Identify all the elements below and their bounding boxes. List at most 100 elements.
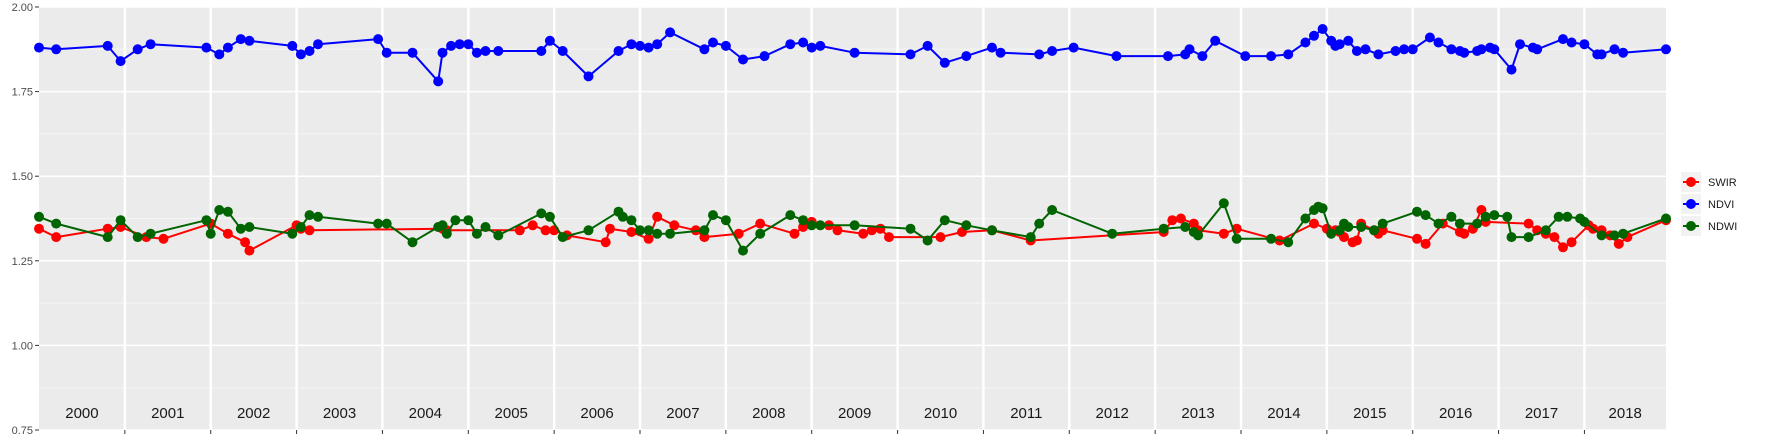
ndvi-point [1489,44,1500,55]
ndvi-point [626,39,637,50]
ndwi-point [471,228,482,239]
ndwi-point [652,228,663,239]
ndwi-point [115,215,126,226]
swir-point [244,245,255,256]
ndwi-point [244,222,255,232]
swir-point [875,223,886,234]
ndwi-point [145,228,156,239]
swir-point [789,228,800,239]
swir-point [1613,238,1624,249]
swir-point [600,237,611,248]
ndwi-point [102,232,113,243]
ndvi-point [1163,51,1173,62]
year-label: 2007 [666,405,699,422]
ndvi-point [407,47,418,58]
ndvi-point [1210,35,1221,46]
ndvi-point [480,46,491,56]
year-dividers [123,7,1586,430]
ndvi-point [1424,32,1435,43]
ndwi-point [635,225,645,236]
ndwi-point [373,218,384,229]
ndwi-point [1472,218,1483,229]
ndwi-point [480,222,491,232]
ndvi-point [1390,46,1401,56]
ndwi-point [1412,206,1422,217]
ndwi-point [1377,218,1388,229]
ndvi-point [1476,44,1487,55]
ndvi-point [446,40,457,51]
ndvi-point [806,42,817,53]
ndvi-point [471,47,482,58]
y-tick-label: 2.00 [12,2,33,14]
ndwi-series [34,198,1671,256]
year-label: 2014 [1267,405,1300,422]
ndvi-point [244,35,255,46]
swir-point [884,232,894,243]
ndwi-point [1562,211,1573,222]
ndvi-point [102,40,113,51]
swir-point [626,227,637,237]
ndwi-point [201,215,212,226]
ndwi-point [785,210,796,221]
ndvi-point [1579,39,1590,50]
ndvi-point [699,44,710,55]
swir-point [1566,237,1577,248]
ndvi-point [583,71,594,82]
swir-point [935,232,946,243]
ndwi-point [1433,218,1444,229]
ndwi-point [1480,211,1491,222]
y-tick-label: 1.00 [12,340,33,352]
legend-label: NDWI [1708,221,1737,233]
ndwi-point [738,245,748,256]
ndwi-point [583,225,594,236]
legend-key-point [1686,199,1696,209]
year-label: 2006 [580,405,613,422]
ndvi-point [1373,49,1384,60]
ndwi-point [1180,222,1191,232]
year-label: 2009 [838,405,871,422]
ndwi-point [1540,225,1551,236]
ndvi-point [313,39,323,50]
y-tick-label: 1.75 [12,87,33,99]
year-label: 2010 [924,405,957,422]
ndvi-point [939,57,950,68]
swir-point [51,232,62,243]
ndvi-point [995,47,1006,58]
ndvi-point [1266,51,1277,62]
ndvi-point [287,40,298,51]
ndvi-point [1661,44,1671,55]
ndvi-point [635,40,645,51]
ndwi-point [437,220,448,231]
ndwi-point [287,228,298,239]
ndwi-point [617,211,628,222]
ndwi-point [1231,233,1242,244]
swir-point [540,225,551,236]
ndwi-point [1369,225,1380,236]
ndwi-point [407,237,418,248]
ndvi-point [987,42,997,53]
ndwi-point [1553,211,1564,222]
swir-point [1412,233,1422,244]
ndvi-point [235,34,246,45]
year-label: 2012 [1096,405,1129,422]
ndvi-point [1609,44,1620,55]
swir-point [1351,235,1362,246]
ndwi-point [626,215,637,226]
swir-point [1167,215,1178,226]
legend-item-ndwi: NDWI [1681,216,1737,236]
y-tick-label: 1.25 [12,256,33,268]
swir-point [102,223,113,234]
legend-label: NDVI [1708,199,1734,211]
swir-point [733,228,744,239]
ndwi-point [463,215,474,226]
swir-point [1218,228,1229,239]
swir-point [652,211,663,222]
ndvi-point [1532,44,1543,55]
ndvi-point [544,35,555,46]
ndvi-point [145,39,156,50]
swir-point [858,228,869,239]
y-axis: 0.75 1.00 1.25 1.50 1.75 2.00 [12,2,39,437]
swir-point [669,220,680,231]
ndwi-point [295,222,306,232]
